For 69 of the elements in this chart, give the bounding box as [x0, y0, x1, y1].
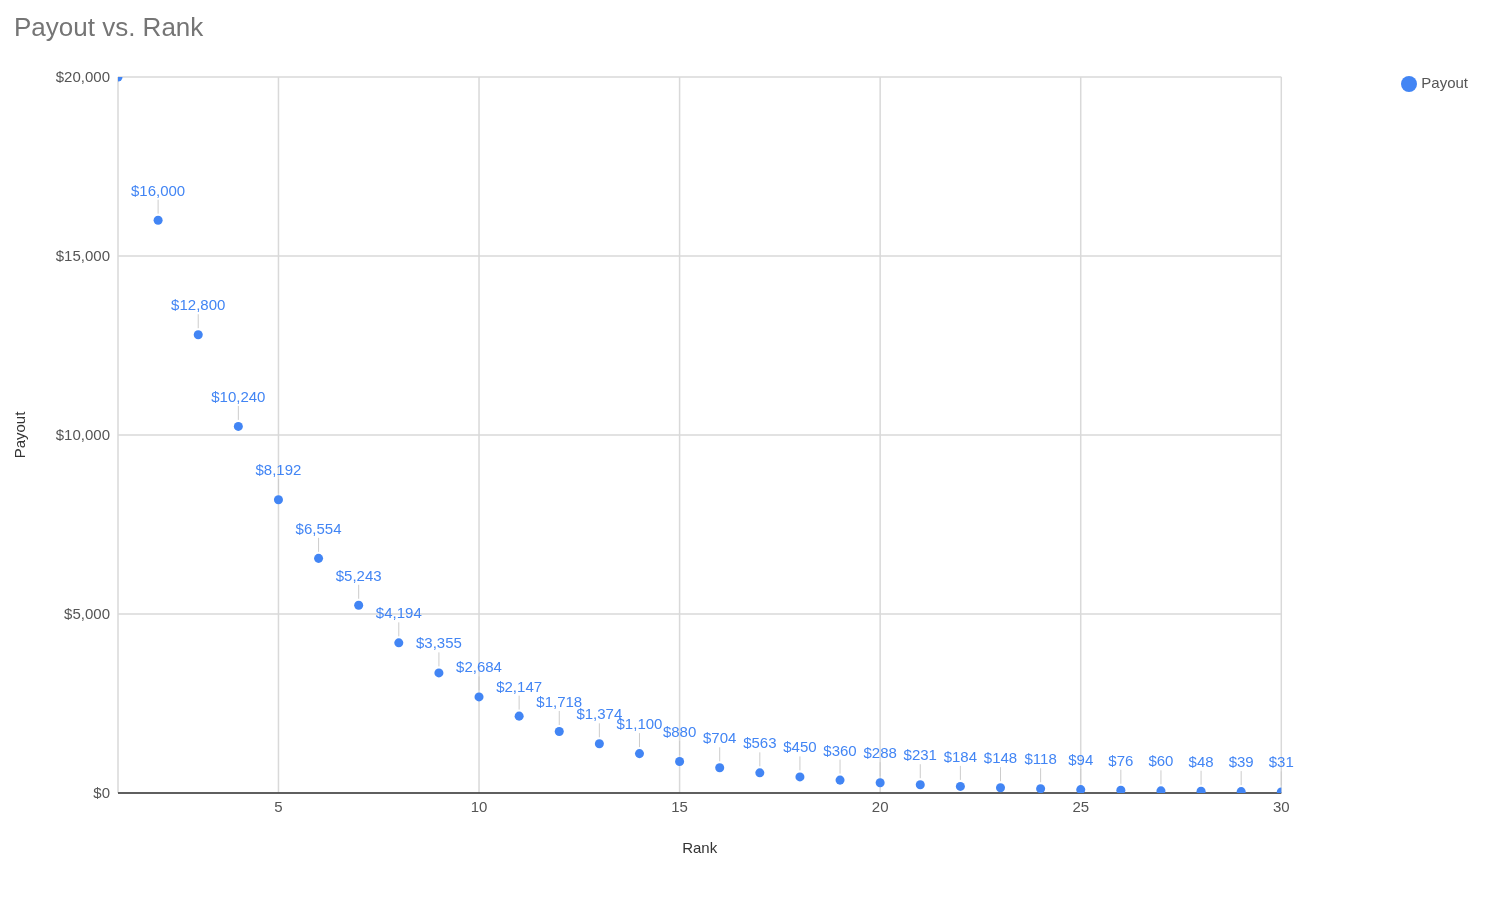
data-label: $3,355 — [415, 634, 462, 652]
data-label: $12,800 — [171, 296, 226, 314]
data-label: $31 — [1268, 753, 1294, 771]
data-label: $563 — [743, 734, 777, 752]
data-label: $148 — [983, 749, 1018, 767]
data-label: $288 — [863, 744, 897, 762]
data-label: $5,243 — [335, 566, 382, 584]
data-label: $76 — [1108, 751, 1134, 769]
x-tick-label: 10 — [470, 797, 488, 815]
point — [1076, 785, 1086, 793]
data-label: $94 — [1068, 751, 1094, 769]
y-tick-label: $15,000 — [55, 247, 110, 265]
point — [474, 692, 484, 702]
data-label: $118 — [1024, 750, 1057, 768]
point — [875, 778, 885, 788]
x-axis-title: Rank — [682, 839, 718, 856]
point — [955, 781, 965, 791]
point — [434, 668, 444, 678]
y-tick-label: $5,000 — [64, 605, 110, 623]
legend-label: Payout — [1421, 74, 1468, 91]
data-label: $4,194 — [375, 604, 422, 622]
data-label: $48 — [1188, 752, 1214, 770]
point — [233, 421, 243, 431]
data-label: $704 — [703, 729, 737, 747]
data-label: $60 — [1148, 752, 1174, 770]
point — [715, 763, 725, 773]
point — [594, 739, 604, 749]
point — [835, 775, 845, 785]
data-label: $231 — [903, 746, 937, 764]
data-label: $2,684 — [456, 658, 502, 676]
data-label: $1,718 — [536, 692, 583, 710]
data-label: $2,147 — [496, 677, 543, 695]
x-tick-label: 20 — [871, 797, 889, 815]
y-axis-title: Payout — [11, 410, 29, 459]
point — [1036, 784, 1046, 793]
x-tick-label: 5 — [274, 797, 283, 815]
x-tick-label: 15 — [671, 797, 688, 815]
data-label: $16,000 — [131, 181, 186, 199]
chart-title: Payout vs. Rank — [14, 12, 204, 43]
data-label: $450 — [783, 738, 817, 756]
x-tick-label: 30 — [1272, 797, 1290, 815]
data-label: $8,192 — [255, 461, 302, 479]
point — [795, 772, 805, 782]
point — [314, 553, 324, 563]
data-label: $39 — [1228, 753, 1254, 771]
y-tick-label: $0 — [93, 784, 110, 802]
point — [675, 756, 685, 766]
data-label: $10,240 — [211, 387, 266, 405]
point — [153, 215, 163, 225]
point — [1116, 785, 1126, 793]
point — [273, 495, 283, 505]
point — [755, 768, 765, 778]
y-tick-label: $10,000 — [55, 426, 110, 444]
x-tick-label: 25 — [1072, 797, 1090, 815]
point — [634, 749, 644, 759]
point — [915, 780, 925, 790]
y-tick-label: $20,000 — [55, 68, 110, 86]
point — [193, 330, 203, 340]
point — [1196, 786, 1206, 793]
data-label: $880 — [662, 722, 697, 740]
point — [394, 638, 404, 648]
point — [514, 711, 524, 721]
data-label: $360 — [823, 741, 857, 759]
point — [1156, 786, 1166, 793]
data-label: $6,554 — [295, 519, 342, 537]
data-label: $184 — [943, 747, 978, 765]
point — [354, 600, 364, 610]
point — [995, 783, 1006, 793]
point — [554, 726, 564, 736]
